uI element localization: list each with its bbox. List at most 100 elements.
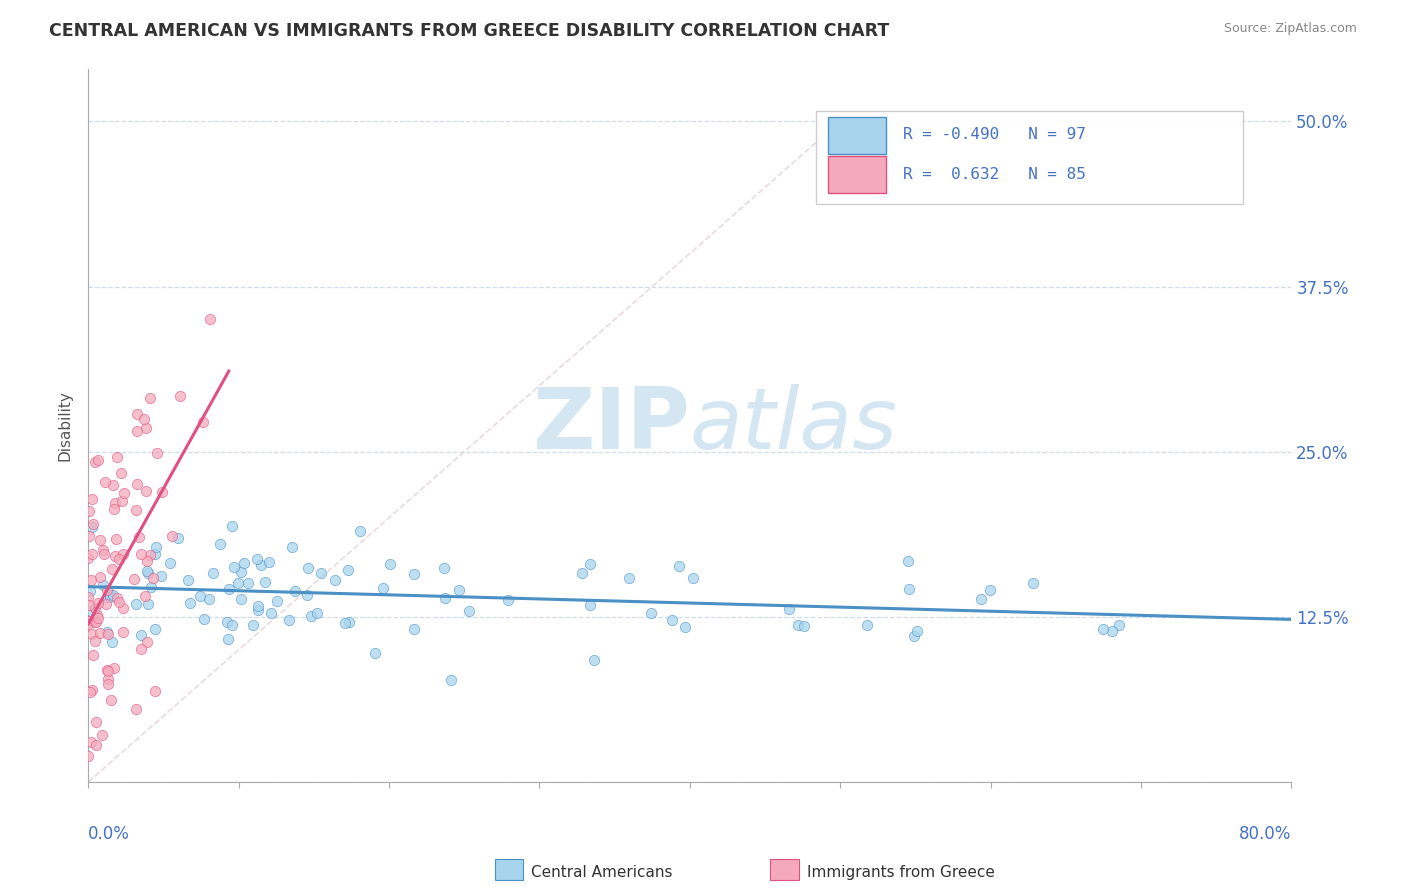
Point [337, 615, 360, 630]
Point [571, 566, 593, 581]
Text: Immigrants from Greece: Immigrants from Greece [807, 865, 995, 880]
Point [87, 611, 110, 625]
Point [143, 547, 166, 561]
Point [380, 557, 402, 571]
Point [127, 477, 149, 491]
Point [449, 582, 471, 597]
Point [77, 617, 100, 632]
Point [229, 566, 252, 580]
Point [80, 573, 103, 587]
Point [337, 562, 360, 576]
Point [1108, 617, 1130, 632]
Point [127, 407, 149, 421]
Point [333, 616, 356, 631]
Point [1091, 622, 1114, 636]
Point [135, 420, 157, 434]
Text: atlas: atlas [690, 384, 898, 467]
Point [84, 633, 107, 648]
Point [278, 613, 301, 627]
Text: 0.0%: 0.0% [89, 825, 129, 843]
Point [299, 608, 322, 623]
Point [94, 597, 117, 611]
Point [91, 543, 114, 558]
Point [778, 601, 800, 615]
Point [349, 524, 371, 539]
Point [79, 598, 101, 612]
Point [90, 728, 112, 742]
Point [105, 591, 128, 605]
Point [129, 641, 152, 656]
Point [82, 547, 104, 561]
Point [897, 554, 920, 568]
Point [96, 664, 118, 678]
Point [371, 581, 394, 595]
Point [128, 530, 150, 544]
Text: Central Americans: Central Americans [531, 865, 673, 880]
Point [104, 496, 127, 510]
Point [253, 574, 276, 589]
Point [217, 632, 239, 646]
Point [80, 683, 103, 698]
Point [82, 491, 104, 506]
Point [673, 620, 696, 634]
Point [364, 647, 387, 661]
Point [159, 556, 181, 570]
Point [259, 555, 281, 569]
Point [94, 475, 117, 490]
Point [640, 606, 662, 620]
Point [143, 622, 166, 636]
Point [309, 566, 332, 581]
Point [226, 576, 249, 591]
Point [1101, 624, 1123, 638]
Point [98, 590, 121, 604]
Point [260, 606, 283, 620]
Point [84, 615, 107, 630]
Point [125, 702, 148, 716]
Point [77, 748, 100, 763]
Point [112, 485, 135, 500]
Point [87, 595, 110, 609]
Point [96, 590, 118, 604]
Point [96, 583, 118, 598]
Point [898, 582, 921, 597]
Point [281, 540, 304, 554]
Point [617, 570, 640, 584]
FancyBboxPatch shape [828, 156, 886, 194]
Point [146, 446, 169, 460]
Point [129, 628, 152, 642]
FancyBboxPatch shape [815, 112, 1243, 204]
Point [77, 550, 100, 565]
Point [77, 614, 100, 628]
Point [83, 600, 105, 615]
Point [218, 582, 240, 597]
Point [77, 591, 100, 605]
Point [89, 625, 111, 640]
Point [297, 588, 319, 602]
Point [856, 618, 879, 632]
Point [191, 415, 214, 429]
Point [100, 693, 122, 707]
Point [77, 504, 100, 518]
Point [787, 617, 810, 632]
Point [84, 714, 107, 729]
Point [108, 595, 131, 609]
Point [250, 558, 273, 573]
Point [215, 615, 238, 630]
Point [682, 571, 704, 585]
Point [224, 560, 246, 574]
Point [402, 622, 425, 636]
Point [221, 519, 243, 533]
Point [79, 583, 101, 598]
Point [160, 529, 183, 543]
Point [98, 586, 121, 600]
Point [150, 569, 173, 583]
Point [135, 554, 157, 568]
Point [229, 591, 252, 606]
Point [970, 592, 993, 607]
Point [202, 566, 225, 581]
Point [143, 684, 166, 698]
Point [661, 613, 683, 627]
Point [80, 734, 103, 748]
Point [169, 389, 191, 403]
Point [236, 576, 259, 591]
